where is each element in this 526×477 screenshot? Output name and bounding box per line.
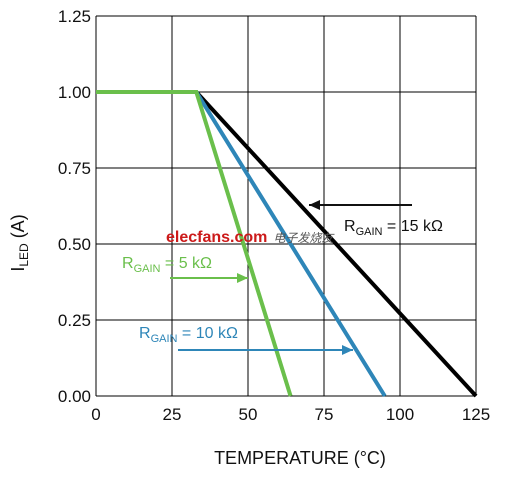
y-tick-label: 0.75 (58, 159, 91, 178)
x-tick-label: 0 (91, 405, 100, 424)
arrow-rgain-5k-head (237, 273, 248, 283)
watermark-text: elecfans.com (166, 229, 268, 246)
arrow-rgain-10k-head (342, 345, 353, 355)
y-tick-label: 0.25 (58, 311, 91, 330)
tick-labels: 0 25 50 75 100 125 0.00 0.25 0.50 0.75 1.00 1.25 (58, 7, 490, 424)
y-axis-title: ILED (A) (8, 214, 31, 271)
series-lines (96, 90, 478, 398)
y-tick-label: 1.00 (58, 83, 91, 102)
annotation-rgain-15k: RGAIN = 15 kΩ (344, 218, 443, 238)
y-axis-title-main: I (8, 267, 28, 272)
y-axis-title-sub: LED (17, 243, 31, 267)
x-tick-label: 75 (315, 405, 334, 424)
y-tick-label: 0.00 (58, 387, 91, 406)
x-tick-label: 100 (386, 405, 414, 424)
x-tick-label: 50 (239, 405, 258, 424)
y-axis-title-suffix: (A) (8, 214, 28, 243)
y-tick-label: 0.50 (58, 235, 91, 254)
series-line-r-gain-5-k (96, 90, 293, 397)
watermark-cn: 电子发烧友 (273, 231, 334, 245)
y-tick-label: 1.25 (58, 7, 91, 26)
x-tick-label: 125 (462, 405, 490, 424)
annotation-rgain-10k: RGAIN = 10 kΩ (139, 325, 238, 345)
watermark: elecfans.com 电子发烧友 (166, 229, 333, 247)
x-axis-title: TEMPERATURE (°C) (214, 448, 386, 468)
annotation-arrows (170, 200, 412, 355)
arrow-rgain-15k-head (309, 200, 320, 210)
x-tick-label: 25 (163, 405, 182, 424)
annotation-rgain-5k: RGAIN = 5 kΩ (122, 255, 212, 275)
